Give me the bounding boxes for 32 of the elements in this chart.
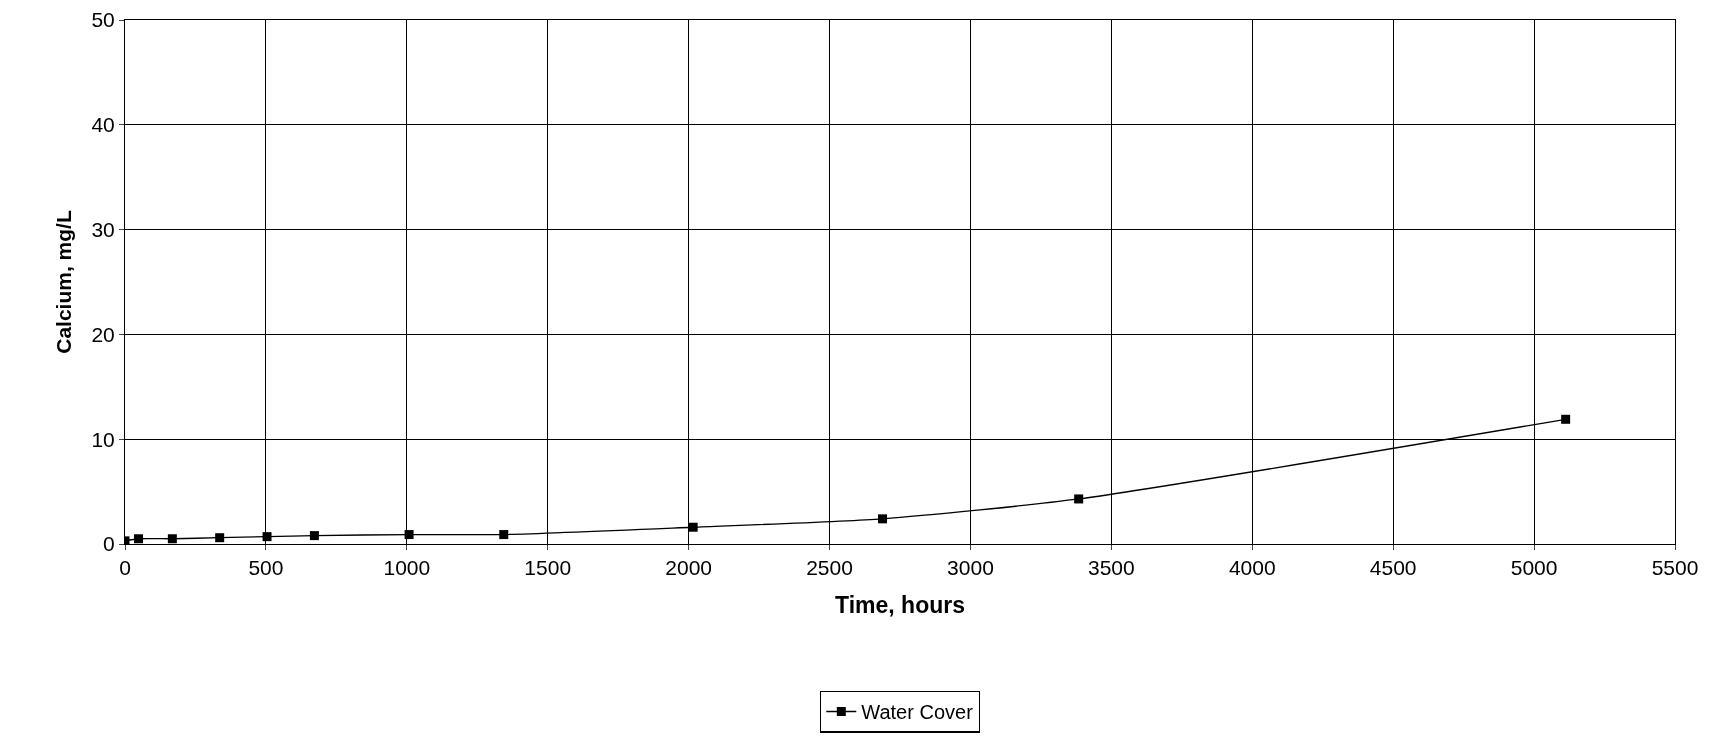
x-tick-label: 0 — [119, 556, 131, 580]
x-tick-label: 3500 — [1088, 556, 1135, 580]
legend-label: Water Cover — [861, 701, 974, 724]
y-tick-label: 40 — [91, 113, 115, 137]
point — [1561, 414, 1571, 424]
x-tick-label: 3000 — [947, 556, 994, 580]
x-tick-label: 4000 — [1228, 556, 1276, 580]
point — [134, 534, 144, 544]
x-tick-label: 2500 — [806, 556, 853, 580]
point — [309, 531, 319, 541]
x-tick-label: 5000 — [1510, 556, 1558, 580]
point — [499, 530, 509, 540]
point — [688, 522, 698, 532]
x-tick-label: 500 — [248, 556, 284, 580]
x-axis-title: Time, hours — [835, 591, 965, 618]
y-tick-label: 20 — [91, 322, 115, 346]
x-tick-label: 4500 — [1369, 556, 1417, 580]
point — [167, 534, 177, 544]
point — [404, 530, 414, 540]
x-tick-label: 5500 — [1651, 556, 1699, 580]
y-tick-label: 30 — [91, 217, 115, 241]
point — [262, 532, 272, 542]
y-tick-label: 10 — [91, 427, 115, 451]
point — [1074, 494, 1084, 504]
y-tick-label: 50 — [91, 8, 115, 32]
y-tick-label: 0 — [103, 532, 115, 556]
x-tick-label: 1000 — [383, 556, 431, 580]
point — [878, 514, 888, 524]
point — [215, 533, 225, 543]
x-tick-label: 1500 — [524, 556, 572, 580]
y-axis-title: Calcium, mg/L — [51, 210, 75, 354]
x-tick-label: 2000 — [665, 556, 712, 580]
